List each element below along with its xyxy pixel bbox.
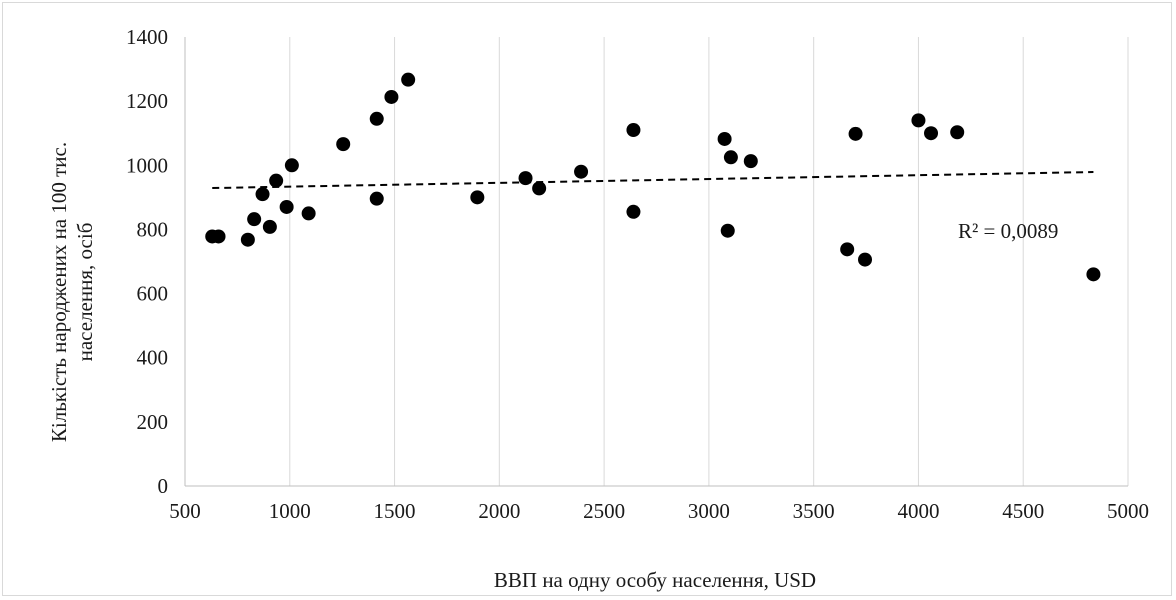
data-point (369, 111, 384, 126)
x-tick-label: 2500 (583, 499, 625, 523)
data-point (848, 126, 863, 141)
data-point (911, 113, 926, 128)
data-point (369, 191, 384, 206)
data-point (470, 190, 485, 205)
y-axis-title-line-2: населення, осіб (73, 223, 97, 362)
y-tick-label: 1400 (126, 25, 168, 49)
y-tick-label: 400 (137, 346, 169, 370)
x-tick-label: 3000 (688, 499, 730, 523)
data-point (574, 164, 589, 179)
x-tick-label: 3500 (793, 499, 835, 523)
axes (184, 37, 1128, 487)
r-squared-annotation: R² = 0,0089 (958, 219, 1058, 243)
data-point (255, 187, 270, 202)
y-tick-label: 0 (158, 474, 169, 498)
data-point (401, 72, 416, 87)
data-point (626, 123, 641, 138)
data-point (269, 173, 284, 188)
data-point (240, 232, 255, 247)
data-point (720, 223, 735, 238)
data-point (301, 206, 316, 221)
x-tick-label: 4500 (1002, 499, 1044, 523)
y-tick-label: 800 (137, 217, 169, 241)
y-tick-labels: 0 200 400 600 800 1000 1200 1400 (126, 25, 168, 498)
data-point (924, 126, 939, 141)
x-tick-label: 2000 (478, 499, 520, 523)
x-axis-title: ВВП на одну особу населення, USD (494, 568, 816, 592)
trendline-segment (212, 171, 1094, 190)
data-point (717, 131, 732, 146)
data-point (626, 204, 641, 219)
x-tick-label: 500 (169, 499, 201, 523)
y-tick-label: 1000 (126, 153, 168, 177)
data-point (743, 154, 758, 169)
x-tick-label: 1500 (374, 499, 416, 523)
y-tick-label: 600 (137, 282, 169, 306)
data-point (211, 229, 226, 244)
data-points (205, 72, 1101, 282)
y-tick-label: 1200 (126, 89, 168, 113)
y-axis-title-line-1: Кількість народжених на 100 тис. (47, 142, 71, 442)
data-point (840, 242, 855, 257)
data-point (858, 252, 873, 267)
data-point (518, 171, 533, 186)
data-point (723, 150, 738, 165)
data-point (532, 181, 547, 196)
trendline (212, 171, 1094, 190)
data-point (262, 219, 277, 234)
x-tick-labels: 500 1000 1500 2000 2500 3000 3500 4000 4500 5000 (169, 499, 1149, 523)
data-point (279, 199, 294, 214)
grid-lines (289, 37, 1129, 486)
data-point (950, 125, 965, 140)
data-point (1086, 267, 1101, 282)
x-tick-label: 4000 (897, 499, 939, 523)
y-tick-label: 200 (137, 410, 169, 434)
data-point (384, 89, 399, 104)
data-point (247, 212, 262, 227)
data-point (336, 137, 351, 152)
x-tick-label: 1000 (269, 499, 311, 523)
x-tick-label: 5000 (1107, 499, 1149, 523)
data-point (284, 158, 299, 173)
